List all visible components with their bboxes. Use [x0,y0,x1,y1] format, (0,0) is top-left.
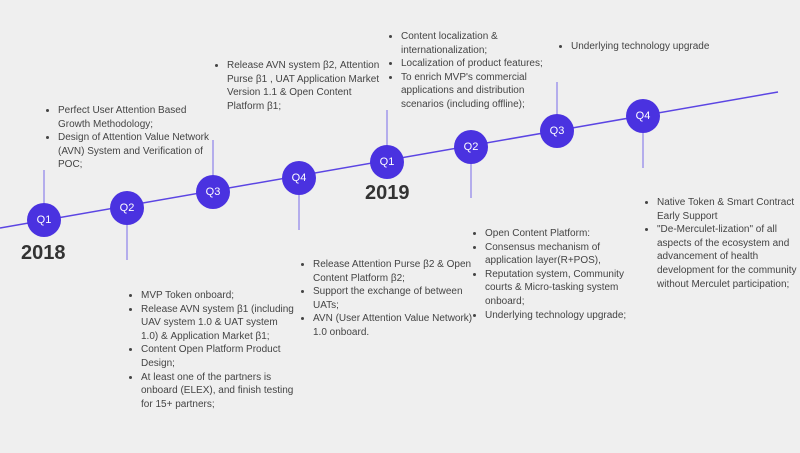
note-2019-q1: Content localization & internationalizat… [387,30,563,112]
note-item: Perfect User Attention Based Growth Meth… [58,104,216,131]
note-item: Open Content Platform: [485,227,645,241]
note-item: Release AVN system β2, Attention Purse β… [227,59,387,113]
note-2018-q1: Perfect User Attention Based Growth Meth… [44,104,216,172]
note-item: Release AVN system β1 (including UAV sys… [141,303,297,344]
note-item: Underlying technology upgrade [571,40,761,54]
note-item: To enrich MVP's commercial applications … [401,71,563,112]
note-item: "De-Merculet-lization" of all aspects of… [657,223,800,291]
note-item: Content localization & internationalizat… [401,30,563,57]
year-label-2019: 2019 [365,182,410,204]
note-2019-q2: Open Content Platform: Consensus mechani… [471,227,645,322]
note-item: Underlying technology upgrade; [485,309,645,323]
note-item: MVP Token onboard; [141,289,297,303]
node-2018-q3: Q3 [196,175,230,209]
node-2019-q3: Q3 [540,114,574,148]
node-2019-q1: Q1 [370,145,404,179]
note-item: Localization of product features; [401,57,563,71]
note-item: Release Attention Purse β2 & Open Conten… [313,258,485,285]
note-2018-q4: Release Attention Purse β2 & Open Conten… [299,258,485,340]
note-2018-q3: Release AVN system β2, Attention Purse β… [213,59,387,113]
node-2019-q2: Q2 [454,130,488,164]
note-item: At least one of the partners is onboard … [141,371,297,412]
node-2018-q4: Q4 [282,161,316,195]
node-2019-q4: Q4 [626,99,660,133]
year-label-2018: 2018 [21,242,66,264]
note-item: Consensus mechanism of application layer… [485,241,645,268]
note-item: AVN (User Attention Value Network) 1.0 o… [313,312,485,339]
note-2019-q4: Native Token & Smart Contract Early Supp… [643,196,800,291]
note-2018-q2: MVP Token onboard; Release AVN system β1… [127,289,297,411]
note-item: Native Token & Smart Contract Early Supp… [657,196,800,223]
node-2018-q2: Q2 [110,191,144,225]
note-item: Support the exchange of between UATs; [313,285,485,312]
note-item: Reputation system, Community courts & Mi… [485,268,645,309]
node-2018-q1: Q1 [27,203,61,237]
note-item: Content Open Platform Product Design; [141,343,297,370]
note-2019-q3: Underlying technology upgrade [557,40,761,54]
note-item: Design of Attention Value Network (AVN) … [58,131,216,172]
